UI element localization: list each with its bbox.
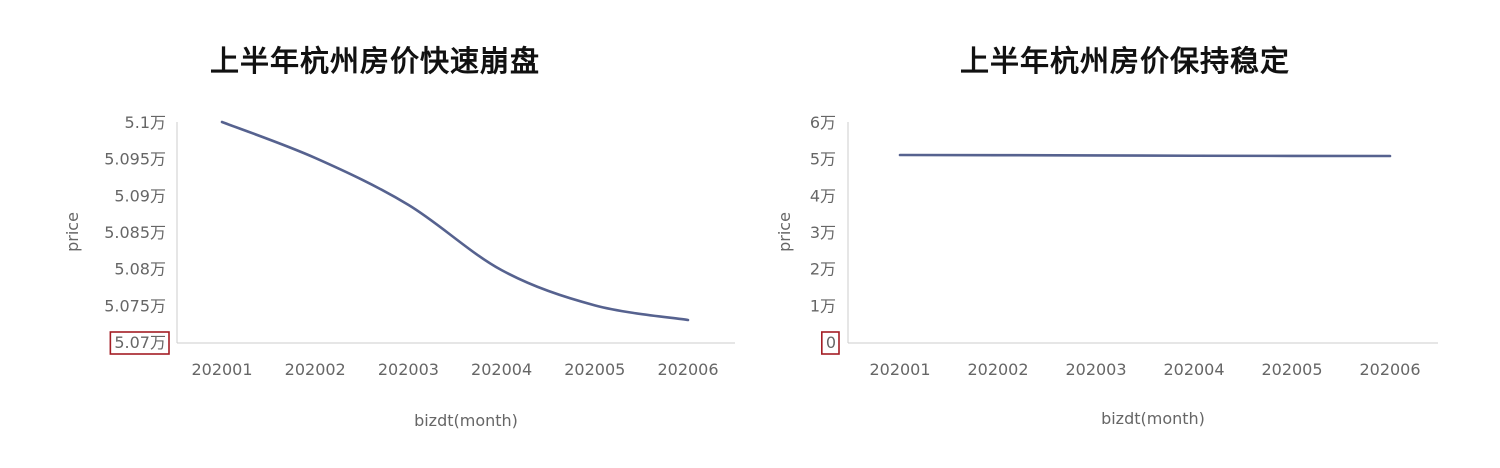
chart-left-plot: 5.07万 5.075万 5.08万 5.085万 5.09万 5.095万 5.1万 202… [63,113,735,430]
x-tick-label: 202002 [967,360,1028,379]
highlight-box [109,331,170,355]
y-tick-label: 5.095万 [104,150,166,169]
y-tick-label: 5.1万 [125,113,166,132]
series-line [898,153,1392,158]
x-tick-label: 202005 [564,360,625,379]
y-tick-label: 5.09万 [114,186,166,205]
y-tick-label: 5.075万 [104,296,166,315]
series-line [220,120,690,322]
y-axis-label: price [775,212,794,252]
x-tick-label: 202006 [657,360,718,379]
chart-right-plot: 0 1万 2万 3万 4万 5万 6万 202001 202002 202003 202004 202… [775,113,1438,428]
x-axis-label: bizdt(month) [1101,409,1205,428]
chart-left: 上半年杭州房价快速崩盘 5.07万 5.075万 5.08万 5.085万 5.09万 5… [63,44,735,430]
y-tick-label: 5.07万 [114,333,166,352]
x-tick-label: 202006 [1359,360,1420,379]
x-tick-label: 202001 [869,360,930,379]
y-tick-label: 4万 [810,186,836,205]
y-tick-label: 2万 [810,260,836,279]
x-axis-label: bizdt(month) [414,411,518,430]
y-tick-label: 5.085万 [104,223,166,242]
y-axis-label: price [63,212,82,252]
chart-title: 上半年杭州房价快速崩盘 [209,44,540,78]
x-tick-label: 202002 [285,360,346,379]
highlight-box [821,331,840,355]
chart-title: 上半年杭州房价保持稳定 [959,44,1290,78]
x-tick-label: 202004 [1163,360,1224,379]
y-tick-label: 1万 [810,296,836,315]
x-tick-label: 202004 [471,360,532,379]
x-tick-label: 202001 [191,360,252,379]
y-tick-label: 3万 [810,223,836,242]
y-tick-label: 0 [826,333,836,352]
x-tick-label: 202003 [378,360,439,379]
y-tick-label: 5万 [810,150,836,169]
y-tick-label: 5.08万 [114,260,166,279]
x-tick-label: 202003 [1065,360,1126,379]
chart-right: 上半年杭州房价保持稳定 0 1万 2万 3万 4万 5万 6万 202001 202002 202… [750,0,1500,468]
y-tick-label: 6万 [810,113,836,132]
x-tick-label: 202005 [1261,360,1322,379]
